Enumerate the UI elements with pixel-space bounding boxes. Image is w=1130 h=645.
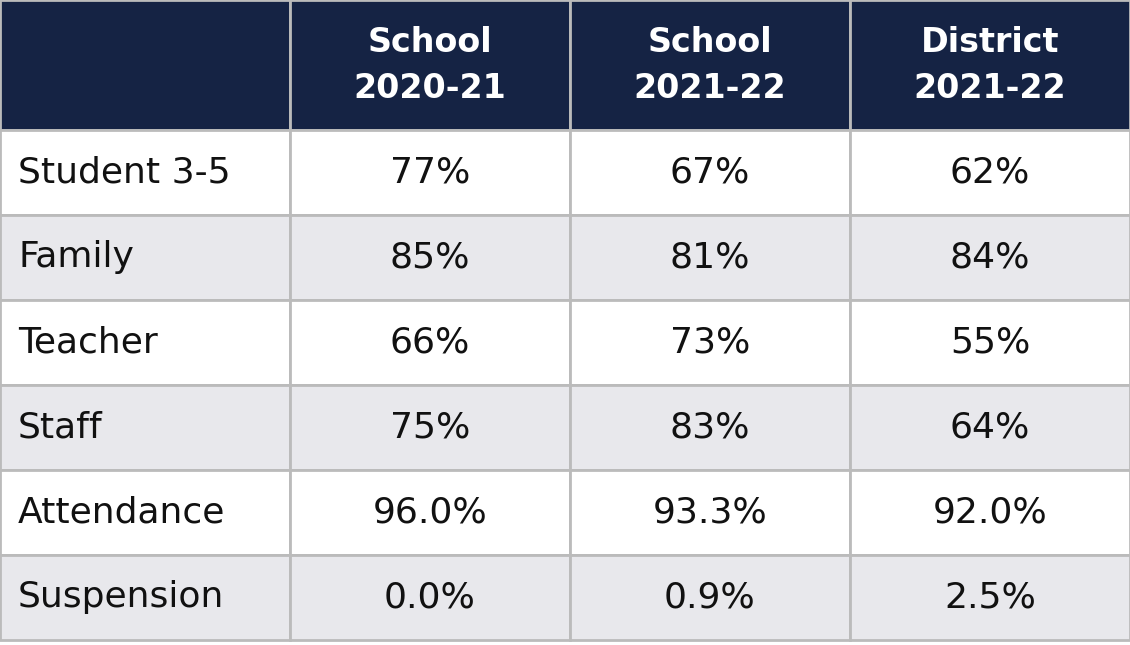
Text: 96.0%: 96.0% bbox=[373, 495, 487, 530]
Text: Teacher: Teacher bbox=[18, 326, 158, 359]
Text: 2.5%: 2.5% bbox=[944, 580, 1036, 615]
Bar bbox=[850, 215, 1130, 300]
Bar bbox=[570, 0, 850, 130]
Text: School
2020-21: School 2020-21 bbox=[354, 26, 506, 104]
Bar bbox=[290, 300, 570, 385]
Bar bbox=[290, 215, 570, 300]
Bar bbox=[0, 300, 290, 385]
Text: 62%: 62% bbox=[950, 155, 1031, 190]
Bar bbox=[850, 0, 1130, 130]
Text: Family: Family bbox=[18, 241, 133, 275]
Text: 84%: 84% bbox=[949, 241, 1031, 275]
Text: Staff: Staff bbox=[18, 410, 103, 444]
Bar bbox=[570, 215, 850, 300]
Text: Attendance: Attendance bbox=[18, 495, 225, 530]
Text: 64%: 64% bbox=[950, 410, 1031, 444]
Bar bbox=[0, 215, 290, 300]
Bar bbox=[290, 470, 570, 555]
Bar bbox=[570, 130, 850, 215]
Text: 83%: 83% bbox=[670, 410, 750, 444]
Bar bbox=[850, 300, 1130, 385]
Text: 85%: 85% bbox=[390, 241, 470, 275]
Text: 55%: 55% bbox=[950, 326, 1031, 359]
Bar bbox=[0, 555, 290, 640]
Text: 67%: 67% bbox=[670, 155, 750, 190]
Text: 75%: 75% bbox=[390, 410, 470, 444]
Text: 66%: 66% bbox=[390, 326, 470, 359]
Bar bbox=[850, 470, 1130, 555]
Bar bbox=[850, 385, 1130, 470]
Bar bbox=[570, 470, 850, 555]
Bar bbox=[290, 385, 570, 470]
Text: Suspension: Suspension bbox=[18, 580, 225, 615]
Text: 73%: 73% bbox=[670, 326, 750, 359]
Bar bbox=[570, 385, 850, 470]
Text: School
2021-22: School 2021-22 bbox=[634, 26, 786, 104]
Bar bbox=[290, 130, 570, 215]
Bar bbox=[850, 130, 1130, 215]
Text: 0.9%: 0.9% bbox=[664, 580, 756, 615]
Bar bbox=[290, 0, 570, 130]
Bar bbox=[570, 300, 850, 385]
Bar bbox=[570, 555, 850, 640]
Bar bbox=[850, 555, 1130, 640]
Bar bbox=[0, 470, 290, 555]
Bar bbox=[0, 0, 290, 130]
Text: District
2021-22: District 2021-22 bbox=[914, 26, 1067, 104]
Bar bbox=[0, 385, 290, 470]
Text: 93.3%: 93.3% bbox=[653, 495, 767, 530]
Text: 92.0%: 92.0% bbox=[932, 495, 1048, 530]
Bar bbox=[0, 130, 290, 215]
Text: 81%: 81% bbox=[670, 241, 750, 275]
Bar bbox=[290, 555, 570, 640]
Text: 77%: 77% bbox=[390, 155, 470, 190]
Text: Student 3-5: Student 3-5 bbox=[18, 155, 231, 190]
Text: 0.0%: 0.0% bbox=[384, 580, 476, 615]
